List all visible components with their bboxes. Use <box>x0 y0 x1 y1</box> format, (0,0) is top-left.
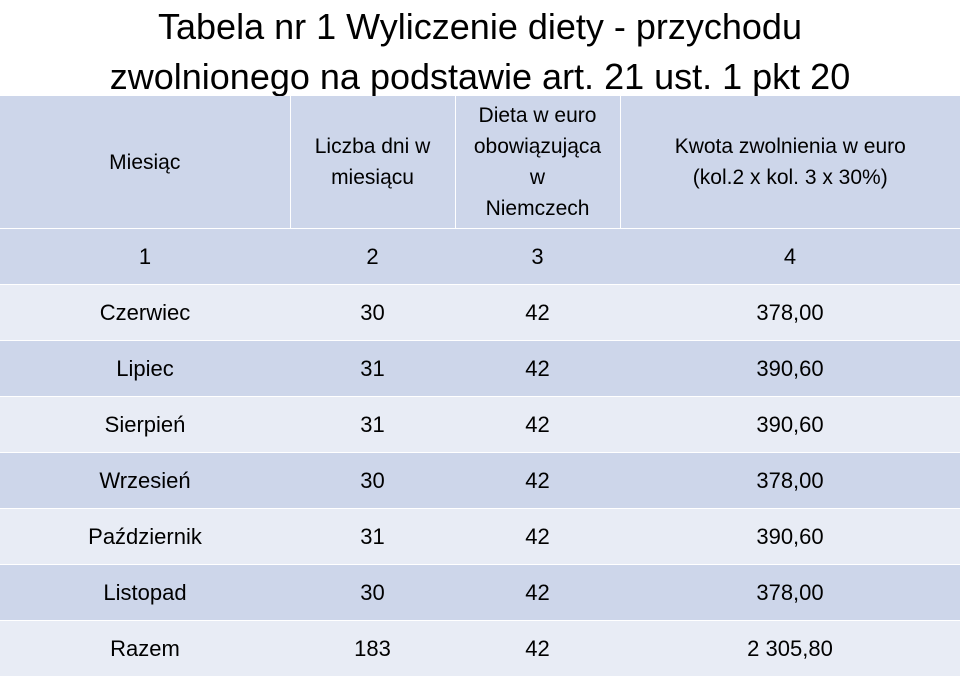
cell-month: Lipiec <box>0 341 290 397</box>
cell-diet: 42 <box>455 621 620 676</box>
cell-diet: 42 <box>455 285 620 341</box>
cell-amount: 378,00 <box>620 565 960 621</box>
cell-days: 31 <box>290 509 455 565</box>
cell-month: Sierpień <box>0 397 290 453</box>
header-amount: Kwota zwolnienia w euro(kol.2 x kol. 3 x… <box>620 96 960 229</box>
table-row: Sierpień 31 42 390,60 <box>0 397 960 453</box>
cell-days: 30 <box>290 453 455 509</box>
cell-amount: 2 305,80 <box>620 621 960 676</box>
cell-month: Razem <box>0 621 290 676</box>
title-line-1: Tabela nr 1 Wyliczenie diety - przychodu <box>0 2 960 52</box>
table-row: Październik 31 42 390,60 <box>0 509 960 565</box>
header-month: Miesiąc <box>0 96 290 229</box>
table-row: Wrzesień 30 42 378,00 <box>0 453 960 509</box>
table-body: 1 2 3 4 Czerwiec 30 42 378,00 Lipiec 31 … <box>0 229 960 676</box>
cell-days: 31 <box>290 397 455 453</box>
cell-amount: 378,00 <box>620 453 960 509</box>
cell-month: Czerwiec <box>0 285 290 341</box>
column-number: 1 <box>0 229 290 285</box>
cell-days: 31 <box>290 341 455 397</box>
cell-amount: 390,60 <box>620 509 960 565</box>
cell-diet: 42 <box>455 453 620 509</box>
cell-days: 183 <box>290 621 455 676</box>
column-number: 2 <box>290 229 455 285</box>
total-row: Razem 183 42 2 305,80 <box>0 621 960 676</box>
cell-days: 30 <box>290 565 455 621</box>
cell-month: Listopad <box>0 565 290 621</box>
cell-diet: 42 <box>455 509 620 565</box>
cell-days: 30 <box>290 285 455 341</box>
column-number: 4 <box>620 229 960 285</box>
cell-month: Wrzesień <box>0 453 290 509</box>
cell-month: Październik <box>0 509 290 565</box>
table-row: Lipiec 31 42 390,60 <box>0 341 960 397</box>
cell-amount: 378,00 <box>620 285 960 341</box>
column-number-row: 1 2 3 4 <box>0 229 960 285</box>
column-number: 3 <box>455 229 620 285</box>
cell-diet: 42 <box>455 341 620 397</box>
table-row: Listopad 30 42 378,00 <box>0 565 960 621</box>
cell-amount: 390,60 <box>620 341 960 397</box>
table-row: Czerwiec 30 42 378,00 <box>0 285 960 341</box>
cell-diet: 42 <box>455 565 620 621</box>
title-line-2: zwolnionego na podstawie art. 21 ust. 1 … <box>0 52 960 102</box>
cell-diet: 42 <box>455 397 620 453</box>
cell-amount: 390,60 <box>620 397 960 453</box>
